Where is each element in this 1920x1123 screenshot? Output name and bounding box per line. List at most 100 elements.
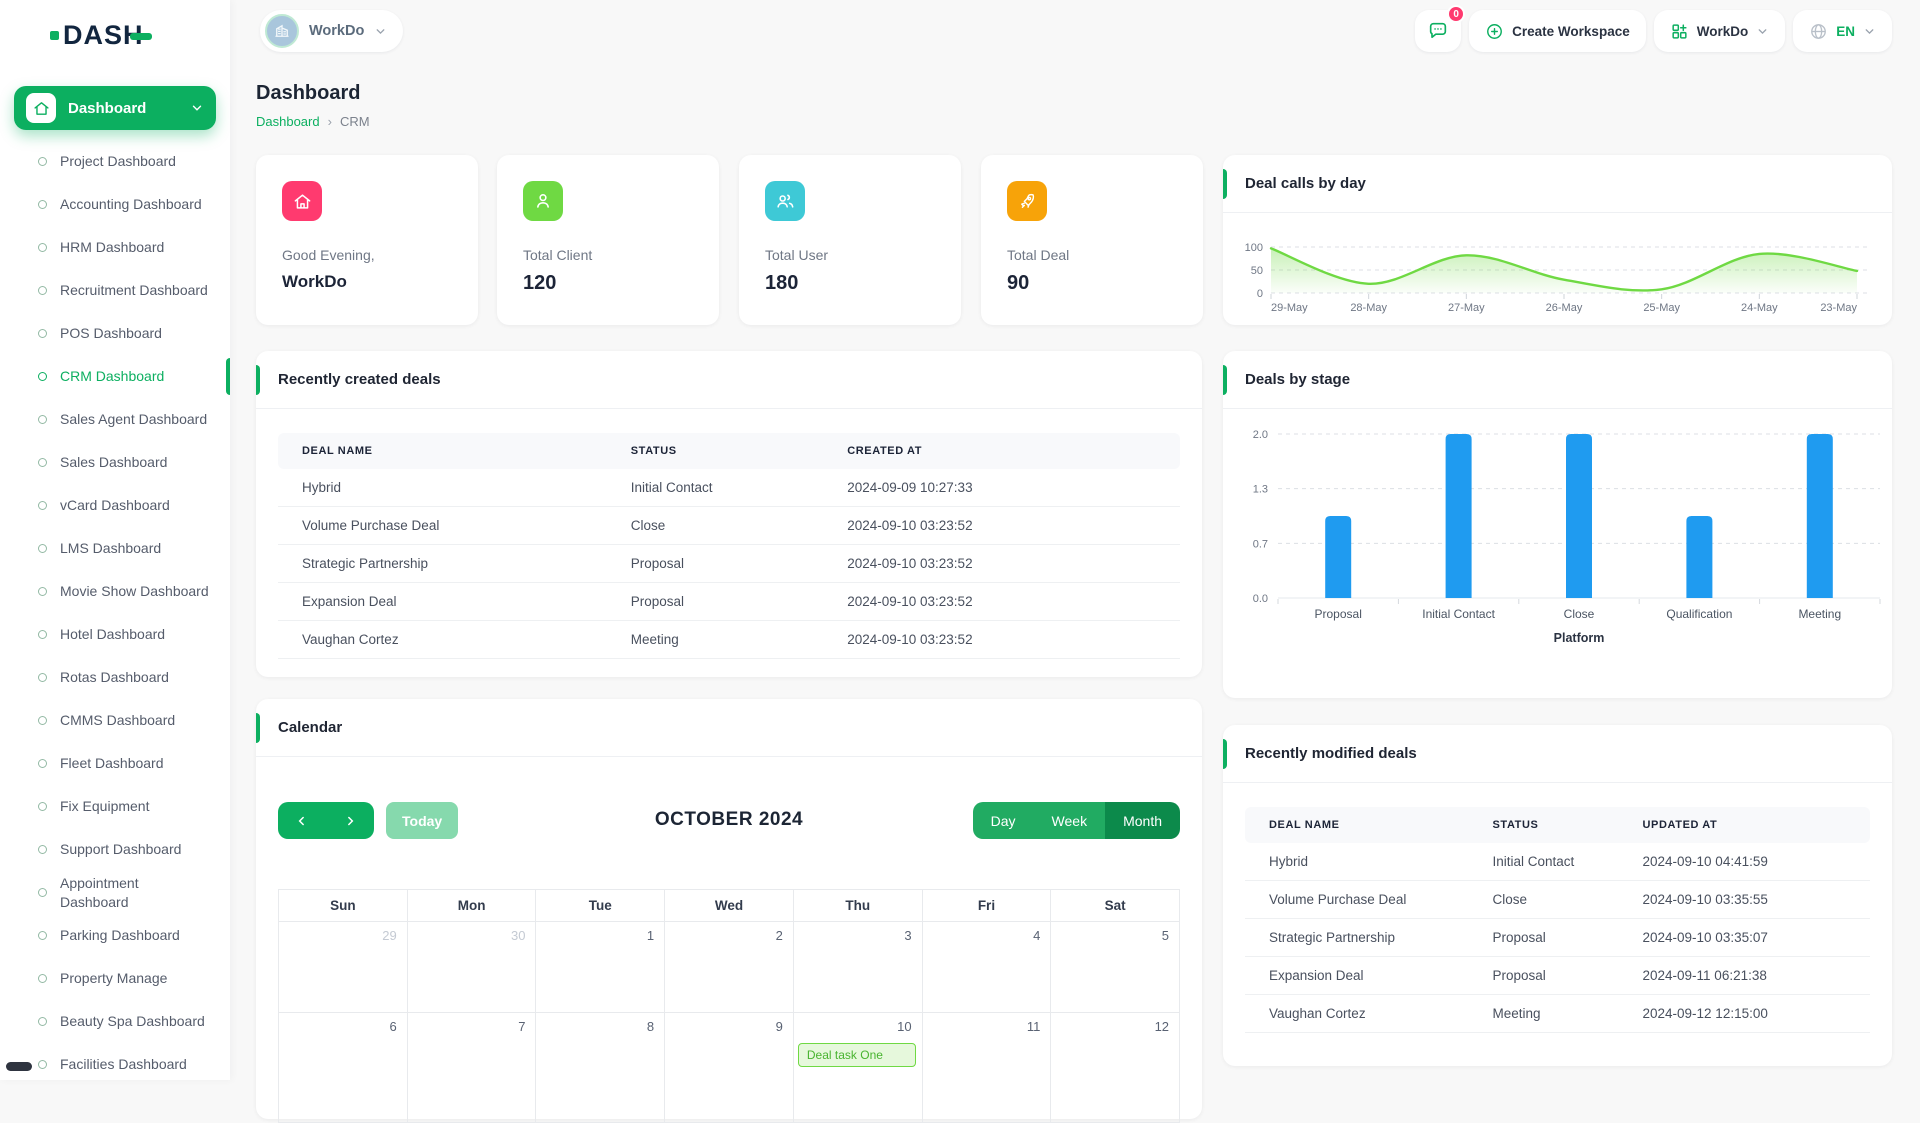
sidebar-group-dashboard[interactable]: Dashboard (14, 86, 216, 130)
calendar-day-cell[interactable]: 8 (535, 1013, 665, 1123)
sidebar-item-hrm-dashboard[interactable]: HRM Dashboard (0, 226, 230, 269)
prev-month-button[interactable] (278, 802, 326, 839)
sidebar-item-property-manage[interactable]: Property Manage (0, 957, 230, 1000)
calendar-day-cell[interactable]: 3 (792, 922, 922, 1013)
weekday-header: Fri (921, 889, 1051, 922)
create-workspace-button[interactable]: Create Workspace (1469, 10, 1646, 52)
calendar-day-cell[interactable]: 30 (406, 922, 536, 1013)
sidebar-item-lms-dashboard[interactable]: LMS Dashboard (0, 527, 230, 570)
view-button-week[interactable]: Week (1033, 802, 1106, 839)
day-number: 3 (904, 928, 912, 943)
chevron-down-icon (1758, 28, 1767, 34)
deals-by-stage-chart: 2.0 1.3 0.7 0.0 Proposal Initial Contact Close… (1253, 429, 1881, 645)
greeting-card: Good Evening, WorkDo (256, 155, 478, 325)
sidebar-item-label: Sales Agent Dashboard (60, 411, 208, 428)
calendar-day-cell[interactable]: 5 (1050, 922, 1181, 1013)
sidebar-item-label: Beauty Spa Dashboard (60, 1013, 205, 1030)
sidebar-item-fix-equipment[interactable]: Fix Equipment (0, 785, 230, 828)
brand-logo[interactable]: DASH (50, 18, 152, 52)
sidebar-item-movie-show-dashboard[interactable]: Movie Show Dashboard (0, 570, 230, 613)
calendar-day-cell[interactable]: 7 (406, 1013, 536, 1123)
topbar-actions: 0 Create Workspace WorkDo EN (1415, 5, 1892, 52)
home-icon (26, 93, 56, 123)
radio-circle-icon (38, 845, 47, 854)
svg-text:Qualification: Qualification (1666, 607, 1732, 621)
weekday-header: Thu (792, 889, 922, 922)
svg-text:50: 50 (1251, 265, 1263, 277)
calendar-day-cell[interactable]: 12 (1050, 1013, 1181, 1123)
table-cell: Strategic Partnership (1245, 918, 1483, 957)
calendar-day-cell[interactable]: 9 (664, 1013, 793, 1123)
sidebar-item-support-dashboard[interactable]: Support Dashboard (0, 828, 230, 871)
table-cell: 2024-09-12 12:15:00 (1632, 994, 1870, 1033)
sidebar-item-appointment-dashboard[interactable]: Appointment Dashboard (0, 871, 230, 914)
chevron-right-icon (348, 816, 354, 825)
recently-created-deals-table: DEAL NAME STATUS CREATED AT Hybrid Initial C… (278, 433, 1180, 659)
next-month-button[interactable] (326, 802, 374, 839)
radio-circle-icon (38, 587, 47, 596)
day-number: 4 (1033, 928, 1041, 943)
svg-text:2.0: 2.0 (1253, 429, 1268, 441)
table-cell: Volume Purchase Deal (278, 506, 621, 545)
svg-text:Platform: Platform (1554, 631, 1605, 645)
day-number: 10 (897, 1019, 912, 1034)
globe-icon (1811, 23, 1827, 39)
calendar-event[interactable]: Deal task One (797, 1043, 916, 1067)
sidebar-item-fleet-dashboard[interactable]: Fleet Dashboard (0, 742, 230, 785)
total-deal-value: 90 (1007, 272, 1030, 294)
deals-by-stage-title: Deals by stage (1245, 371, 1351, 388)
calendar-day-cell[interactable]: 1 (535, 922, 665, 1013)
sidebar-item-project-dashboard[interactable]: Project Dashboard (0, 140, 230, 183)
card-accent-bar (256, 713, 260, 743)
calendar-day-cell[interactable]: 29 (278, 922, 407, 1013)
view-button-day[interactable]: Day (972, 802, 1034, 839)
day-number: 5 (1161, 928, 1170, 943)
day-number: 8 (646, 1019, 655, 1034)
calendar-day-cell[interactable]: 2 (664, 922, 793, 1013)
sidebar-item-hotel-dashboard[interactable]: Hotel Dashboard (0, 613, 230, 656)
sidebar-item-label: Fleet Dashboard (60, 755, 164, 772)
calendar-view-switcher: Day Week Month (972, 802, 1180, 839)
messages-button[interactable]: 0 (1415, 5, 1466, 52)
table-cell: Close (1482, 880, 1633, 919)
chat-bubble-icon (1429, 22, 1447, 39)
sidebar-item-sales-dashboard[interactable]: Sales Dashboard (0, 441, 230, 484)
workspace-selector[interactable]: WorkDo (260, 10, 404, 52)
app-switcher-button[interactable]: WorkDo (1653, 10, 1786, 52)
calendar-day-cell[interactable]: 11 (921, 1013, 1051, 1123)
language-selector[interactable]: EN (1793, 10, 1892, 52)
sidebar-item-pos-dashboard[interactable]: POS Dashboard (0, 312, 230, 355)
workspace-avatar (265, 14, 299, 48)
sidebar-item-crm-dashboard[interactable]: CRM Dashboard (0, 355, 230, 398)
radio-circle-icon (38, 157, 47, 166)
view-button-month[interactable]: Month (1105, 802, 1180, 839)
table-row: Hybrid Initial Contact 2024-09-10 04:41:59 (1245, 843, 1870, 881)
today-button[interactable]: Today (386, 802, 459, 839)
sidebar-item-beauty-spa-dashboard[interactable]: Beauty Spa Dashboard (0, 1000, 230, 1043)
radio-circle-icon (38, 200, 47, 209)
sidebar-item-accounting-dashboard[interactable]: Accounting Dashboard (0, 183, 230, 226)
svg-text:Initial Contact: Initial Contact (1422, 607, 1495, 621)
sidebar-item-recruitment-dashboard[interactable]: Recruitment Dashboard (0, 269, 230, 312)
sidebar-item-cmms-dashboard[interactable]: CMMS Dashboard (0, 699, 230, 742)
calendar-card: Calendar Today OCTOBER 2024 Day Week Month… (256, 699, 1202, 1123)
deal-calls-by-day-chart: 100 50 0 29-May 28-May 27-May 26-May 25-May 24-M… (1245, 242, 1871, 314)
sidebar-item-sales-agent-dashboard[interactable]: Sales Agent Dashboard (0, 398, 230, 441)
calendar-day-cell[interactable]: 6 (278, 1013, 407, 1123)
sidebar-item-facilities-dashboard[interactable]: Facilities Dashboard (0, 1043, 230, 1086)
sidebar-item-parking-dashboard[interactable]: Parking Dashboard (0, 914, 230, 957)
weekday-header: Sat (1050, 889, 1181, 922)
radio-circle-icon (38, 802, 47, 811)
column-header: DEAL NAME (1245, 807, 1483, 843)
calendar-grid: Sun Mon Tue Wed Thu Fri Sat 29 30 1 2 3 4 5 6 7 8 9 10 Deal… (278, 889, 1181, 1123)
table-cell: 2024-09-10 04:41:59 (1632, 843, 1870, 881)
calendar-day-cell[interactable]: 10 Deal task One (792, 1013, 922, 1123)
recently-modified-deals-table: DEAL NAME STATUS UPDATED AT Hybrid Initial C… (1245, 807, 1870, 1033)
sidebar-item-rotas-dashboard[interactable]: Rotas Dashboard (0, 656, 230, 699)
scrollbar-thumb[interactable] (6, 1062, 32, 1071)
calendar-day-cell[interactable]: 4 (921, 922, 1051, 1013)
table-cell: Expansion Deal (1245, 956, 1483, 995)
breadcrumb-dashboard-link[interactable]: Dashboard (256, 114, 320, 129)
radio-circle-icon (38, 243, 47, 252)
sidebar-item-vcard-dashboard[interactable]: vCard Dashboard (0, 484, 230, 527)
